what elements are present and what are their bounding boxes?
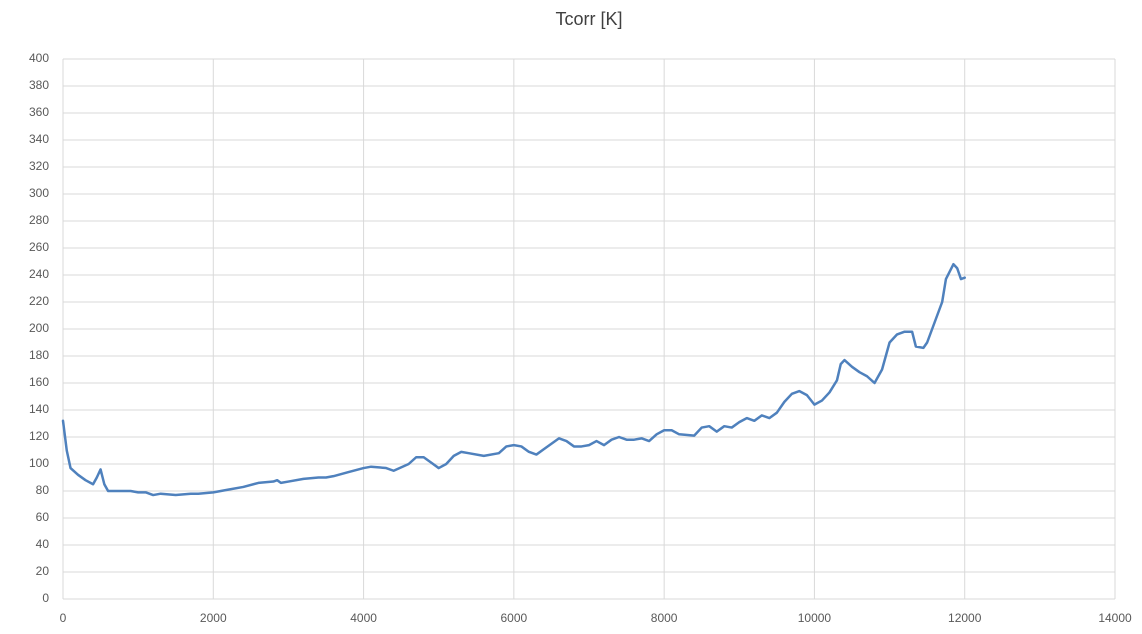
x-tick-label: 6000 (501, 611, 528, 625)
x-tick-label: 4000 (350, 611, 377, 625)
x-tick-label: 2000 (200, 611, 227, 625)
y-tick-label: 280 (29, 213, 49, 227)
y-tick-label: 260 (29, 240, 49, 254)
x-tick-label: 10000 (798, 611, 832, 625)
y-tick-label: 240 (29, 267, 49, 281)
y-tick-label: 120 (29, 429, 49, 443)
y-tick-label: 400 (29, 51, 49, 65)
x-tick-label: 14000 (1098, 611, 1132, 625)
y-tick-label: 180 (29, 348, 49, 362)
y-tick-label: 220 (29, 294, 49, 308)
y-tick-label: 20 (36, 564, 50, 578)
data-line (61, 262, 966, 497)
chart-title: Tcorr [K] (555, 9, 622, 29)
y-tick-label: 40 (36, 537, 50, 551)
y-tick-label: 380 (29, 78, 49, 92)
y-tick-label: 80 (36, 483, 50, 497)
y-tick-label: 340 (29, 132, 49, 146)
y-tick-label: 300 (29, 186, 49, 200)
y-tick-label: 60 (36, 510, 50, 524)
y-tick-label: 0 (42, 591, 49, 605)
y-tick-label: 100 (29, 456, 49, 470)
x-tick-label: 12000 (948, 611, 982, 625)
y-tick-label: 320 (29, 159, 49, 173)
x-tick-label: 0 (60, 611, 67, 625)
y-tick-label: 360 (29, 105, 49, 119)
y-tick-label: 200 (29, 321, 49, 335)
y-tick-label: 140 (29, 402, 49, 416)
y-tick-label: 160 (29, 375, 49, 389)
x-tick-label: 8000 (651, 611, 678, 625)
